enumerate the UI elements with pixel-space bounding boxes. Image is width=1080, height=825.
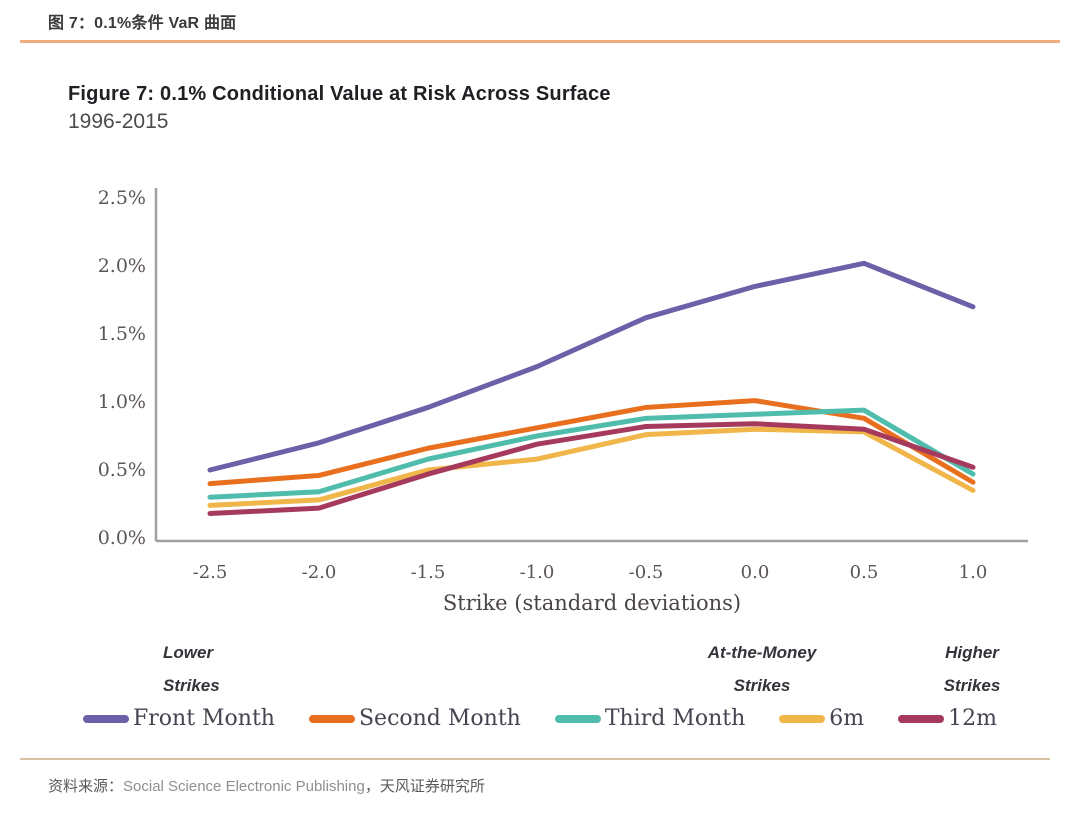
- chart-legend: Front Month Second Month Third Month 6m 12m: [60, 706, 1020, 731]
- series-12m: [207, 421, 976, 517]
- y-tick-label: 0.5%: [98, 459, 146, 481]
- x-tick-label: 1.0: [959, 562, 988, 583]
- annotation-line: Strikes: [163, 676, 220, 695]
- x-tick-label: 0.0: [741, 562, 770, 583]
- source-label: 资料来源：: [48, 778, 124, 795]
- x-tick-label: -0.5: [629, 562, 664, 583]
- y-tick-label: 1.0%: [98, 391, 146, 413]
- y-tick-label: 1.5%: [98, 323, 146, 345]
- legend-label: Third Month: [604, 706, 746, 731]
- legend-label: 12m: [948, 706, 997, 731]
- header-divider: [20, 40, 1060, 43]
- x-tick-label: -1.5: [411, 562, 446, 583]
- x-tick-label: 0.5: [850, 562, 879, 583]
- legend-item-second-month: Second Month: [308, 706, 521, 731]
- legend-swatch-icon: [554, 714, 601, 723]
- footer-divider: [20, 758, 1050, 760]
- legend-swatch-icon: [898, 714, 945, 723]
- x-tick-label: -1.0: [520, 562, 555, 583]
- series-second-month: [207, 398, 976, 487]
- legend-label: 6m: [829, 706, 865, 731]
- figure-subtitle: 1996-2015: [68, 110, 169, 133]
- annotation-line: At-the-Money: [707, 643, 817, 662]
- annotation-line: Strikes: [733, 676, 791, 695]
- annotation-line: Higher: [945, 643, 999, 662]
- x-tick-label: -2.5: [193, 562, 228, 583]
- legend-swatch-icon: [83, 714, 129, 723]
- legend-label: Front Month: [133, 706, 275, 731]
- series-third-month: [207, 407, 976, 500]
- annotation-line: Lower: [163, 643, 214, 662]
- source-institute: ，天风证券研究所: [364, 778, 485, 795]
- y-tick-label: 0.0%: [98, 527, 146, 549]
- annotation-lower-strikes: Lower Strikes: [163, 636, 220, 702]
- series-6m: [207, 426, 976, 508]
- y-tick-label: 2.0%: [98, 255, 146, 277]
- figure-title: Figure 7: 0.1% Conditional Value at Risk…: [68, 83, 611, 105]
- series-front-month: [207, 260, 976, 473]
- source-publisher: Social Science Electronic Publishing: [123, 778, 365, 795]
- legend-item-front-month: Front Month: [83, 706, 275, 731]
- legend-item-12m: 12m: [898, 706, 997, 731]
- annotation-at-the-money-strikes: At-the-Money Strikes: [667, 636, 857, 702]
- x-tick-label: -2.0: [302, 562, 337, 583]
- legend-label: Second Month: [358, 706, 521, 731]
- annotation-higher-strikes: Higher Strikes: [917, 636, 1027, 702]
- legend-item-6m: 6m: [779, 706, 864, 731]
- legend-swatch-icon: [779, 714, 826, 723]
- y-tick-label: 2.5%: [98, 187, 146, 209]
- page-title: 图 7：0.1%条件 VaR 曲面: [48, 15, 237, 32]
- annotation-line: Strikes: [943, 676, 1001, 695]
- x-axis-title: Strike (standard deviations): [443, 591, 741, 615]
- legend-swatch-icon: [308, 714, 355, 723]
- legend-item-third-month: Third Month: [554, 706, 746, 731]
- source-line: 资料来源：Social Science Electronic Publishin…: [48, 775, 485, 796]
